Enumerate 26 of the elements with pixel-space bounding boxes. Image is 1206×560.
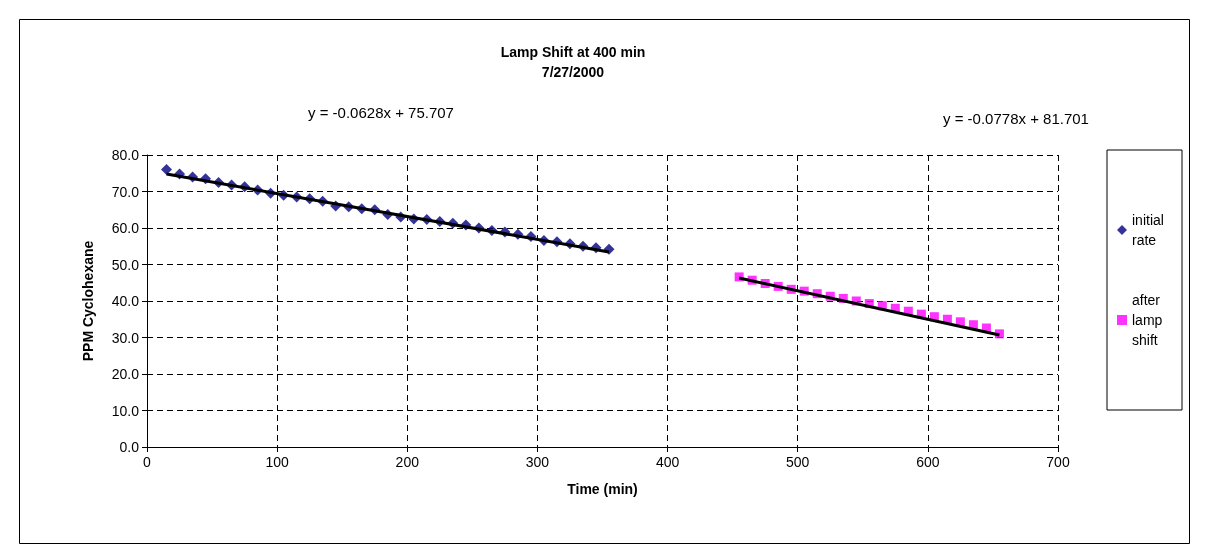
y-tick-label: 0.0 [119,439,140,455]
x-tick-label: 400 [655,454,680,470]
x-tick-label: 0 [143,454,152,470]
y-tick-label: 10.0 [111,402,140,419]
chart-title: Lamp Shift at 400 min [500,44,646,60]
y-tick-label: 70.0 [111,183,140,200]
y-tick-label: 60.0 [111,220,140,236]
x-tick-label: 500 [786,454,810,470]
x-tick-label: 700 [1046,454,1070,470]
y-tick-label: 80.0 [111,147,140,163]
point [161,164,173,176]
text: y = -0.0778x + 81.701 [943,110,1089,127]
y-tick-label: 30.0 [111,329,140,346]
y-tick-label: 50.0 [111,256,140,273]
y-tick-label: 40.0 [111,293,140,309]
legend-label: initial rate [1132,212,1168,248]
legend-label: after lamp shift [1132,292,1167,348]
y-tick-label: 20.0 [111,366,140,382]
x-tick-label: 300 [525,454,550,470]
x-tick-label: 600 [916,454,940,470]
x-axis-title: Time (min) [567,481,638,497]
text: y = -0.0628x + 75.707 [308,104,454,121]
x-tick-label: 100 [265,454,290,470]
y-axis-title: PPM Cyclohexane [80,240,96,362]
x-tick-label: 200 [395,454,420,470]
chart-subtitle: 7/27/2000 [541,64,605,80]
